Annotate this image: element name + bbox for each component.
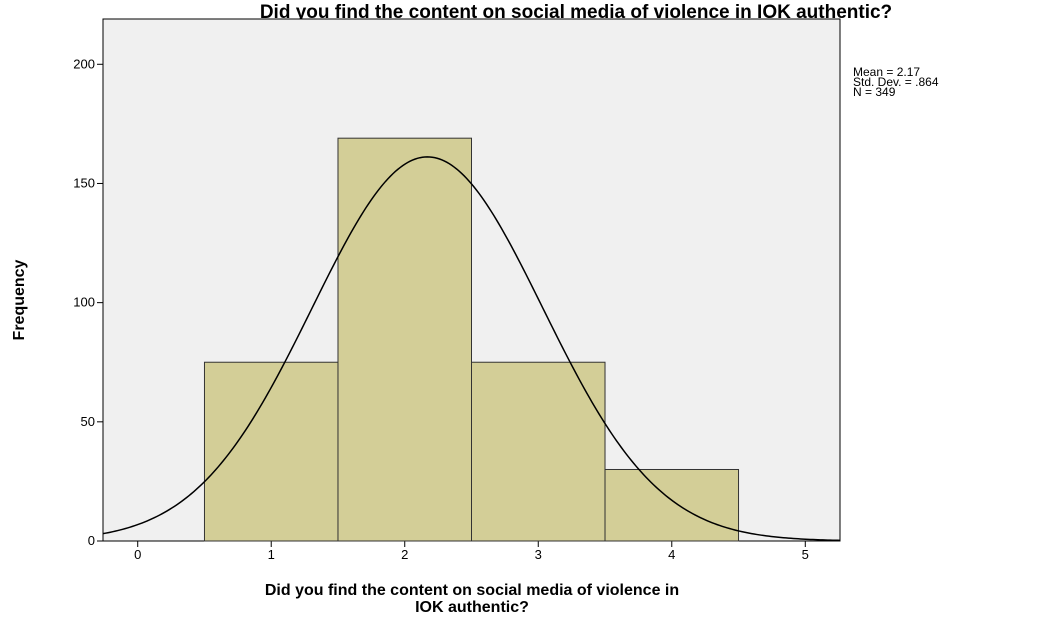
bar (337, 137, 472, 542)
stat-label: N = 349 (853, 85, 896, 99)
bar (471, 361, 606, 542)
x-tick-label: 0 (134, 547, 141, 562)
bar (604, 468, 740, 542)
stat-label: Std. Dev. = .864 (853, 75, 939, 89)
y-tick-label: 150 (73, 175, 95, 190)
x-axis-label: IOK authentic? (415, 599, 529, 616)
x-tick-label: 4 (668, 547, 675, 562)
x-tick-label: 1 (268, 547, 275, 562)
y-axis-label: Frequency (11, 259, 28, 340)
x-axis-label: Did you find the content on social media… (265, 582, 679, 599)
bar (203, 361, 339, 542)
y-tick-label: 200 (73, 56, 95, 71)
x-tick-label: 5 (802, 547, 809, 562)
y-tick-label: 100 (73, 295, 95, 310)
y-tick-label: 50 (81, 414, 95, 429)
x-tick-label: 2 (401, 547, 408, 562)
x-tick-label: 3 (535, 547, 542, 562)
stat-label: Mean = 2.17 (853, 65, 920, 79)
y-tick-label: 0 (88, 533, 95, 548)
normal-curve (102, 156, 841, 542)
chart-title: Did you find the content on social media… (260, 2, 892, 23)
